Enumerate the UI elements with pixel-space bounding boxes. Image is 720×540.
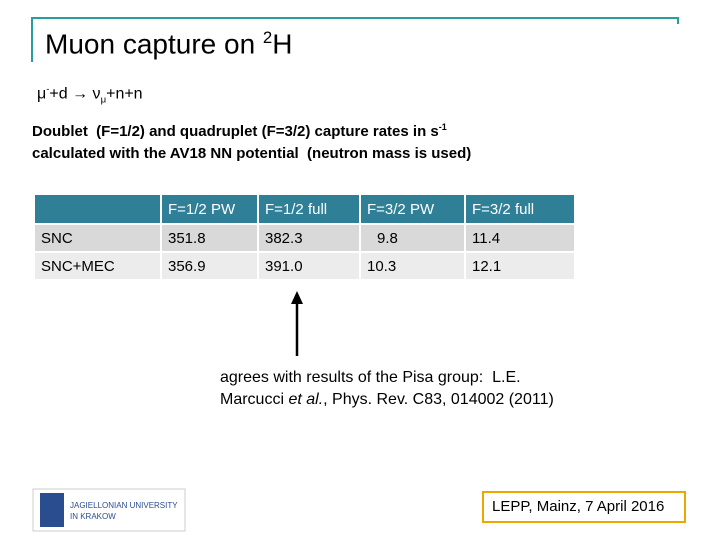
- cell: SNC: [35, 225, 160, 251]
- reaction-sub: μ: [100, 94, 107, 106]
- table-row: SNC+MEC 356.9 391.0 10.3 12.1: [35, 253, 574, 279]
- note-text: agrees with results of the Pisa group: L…: [220, 369, 521, 386]
- logo-text: JAGIELLONIAN UNIVERSITY IN KRAKOW: [70, 500, 178, 522]
- cell: 382.3: [259, 225, 359, 251]
- description-sup: -1: [438, 122, 447, 132]
- cell: 391.0: [259, 253, 359, 279]
- description-line: Doublet (F=1/2) and quadruplet (F=3/2) c…: [32, 123, 439, 140]
- logo-crest: [40, 493, 64, 527]
- reaction-mu: μ: [37, 85, 47, 103]
- description-line: calculated with the AV18 NN potential (n…: [32, 145, 472, 162]
- reaction-middle: +d → ν: [49, 85, 101, 103]
- cell: 351.8: [162, 225, 257, 251]
- cell: 356.9: [162, 253, 257, 279]
- title: Muon capture on 2H: [45, 28, 293, 60]
- footer: LEPP, Mainz, 7 April 2016: [492, 498, 665, 515]
- table-header: F=1/2 PW F=1/2 full F=3/2 PW F=3/2 full: [35, 195, 574, 223]
- logo-line: IN KRAKOW: [70, 512, 116, 521]
- header-cell: F=1/2 full: [259, 195, 359, 223]
- header-cell: F=3/2 PW: [361, 195, 464, 223]
- title-sup: 2: [262, 28, 273, 47]
- title-text: Muon capture on: [45, 28, 263, 60]
- cell: 12.1: [466, 253, 574, 279]
- arrow-head: [291, 291, 303, 304]
- logo-line: JAGIELLONIAN UNIVERSITY: [70, 501, 178, 510]
- description: Doublet (F=1/2) and quadruplet (F=3/2) c…: [32, 116, 471, 165]
- reaction-tail: +n+n: [106, 85, 143, 103]
- note: agrees with results of the Pisa group: L…: [220, 367, 554, 411]
- header-cell: F=1/2 PW: [162, 195, 257, 223]
- cell: 10.3: [361, 253, 464, 279]
- title-frame: [31, 17, 679, 62]
- cell: 11.4: [466, 225, 574, 251]
- header-cell: [35, 195, 160, 223]
- note-italic: et al.: [288, 391, 324, 408]
- cell: 9.8: [361, 225, 464, 251]
- title-tail: H: [272, 28, 293, 60]
- note-text: , Phys. Rev. C83, 014002 (2011): [323, 391, 554, 408]
- cell: SNC+MEC: [35, 253, 160, 279]
- reaction-sup: -: [46, 84, 50, 95]
- header-cell: F=3/2 full: [466, 195, 574, 223]
- table-row: SNC 351.8 382.3 9.8 11.4: [35, 225, 574, 251]
- note-text: Marcucci: [220, 391, 289, 408]
- footer-box: [482, 491, 686, 523]
- rates-table: F=1/2 PW F=1/2 full F=3/2 PW F=3/2 full …: [33, 193, 576, 281]
- reaction: μ-+d → νμ+n+n: [37, 84, 143, 106]
